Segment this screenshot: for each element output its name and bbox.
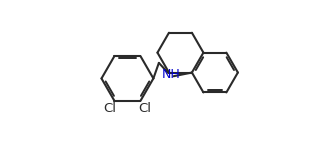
Text: NH: NH (162, 68, 180, 81)
Text: Cl: Cl (139, 102, 151, 115)
Text: Cl: Cl (104, 102, 116, 115)
